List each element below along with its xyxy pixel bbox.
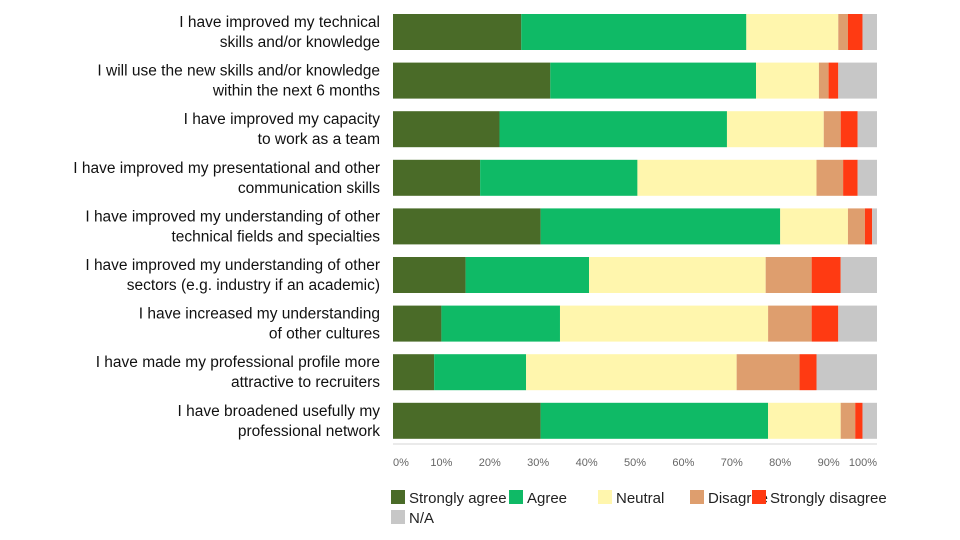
category-label-6-line-2: sectors (e.g. industry if an academic) — [127, 277, 380, 294]
bar-segment-4-strongly-disagree — [843, 159, 858, 196]
x-tick-label: 70% — [721, 457, 743, 469]
bar-segment-3-strongly-agree — [393, 111, 500, 148]
bar-segment-8-n-a — [816, 354, 877, 391]
bar-segment-4-n-a — [857, 159, 877, 196]
bar-segment-3-neutral — [726, 111, 824, 148]
bar-segment-6-neutral — [589, 257, 766, 293]
bar-segment-7-agree — [441, 305, 560, 342]
bar-segment-1-strongly-agree — [393, 14, 522, 50]
category-label-4-line-1: I have improved my presentational and ot… — [73, 160, 380, 177]
bar-segment-6-strongly-agree — [393, 257, 466, 293]
bar-segment-2-disagree — [818, 62, 829, 99]
bar-segment-9-agree — [540, 402, 769, 439]
bar-segment-2-strongly-disagree — [828, 62, 839, 99]
category-label-3-line-2: to work as a team — [258, 131, 380, 148]
bar-segment-3-disagree — [823, 111, 841, 148]
bar-segment-8-neutral — [526, 354, 737, 391]
bar-segment-2-agree — [550, 62, 756, 99]
bar-segment-3-n-a — [857, 111, 877, 148]
bars-group — [393, 14, 877, 439]
legend-swatch-neutral — [598, 490, 612, 504]
category-label-1-line-2: skills and/or knowledge — [220, 34, 380, 51]
bar-segment-1-agree — [521, 14, 747, 50]
category-label-5-line-1: I have improved my understanding of othe… — [85, 208, 380, 225]
bar-segment-5-agree — [540, 208, 781, 245]
bar-segment-1-n-a — [862, 14, 877, 50]
bar-segment-6-disagree — [765, 257, 812, 293]
category-label-6-line-1: I have improved my understanding of othe… — [85, 257, 380, 274]
bar-segment-8-agree — [434, 354, 527, 391]
bar-segment-8-disagree — [736, 354, 800, 391]
bar-segment-1-strongly-disagree — [847, 14, 863, 50]
bar-segment-4-agree — [480, 159, 638, 196]
bar-segment-9-strongly-disagree — [855, 402, 863, 439]
bar-segment-4-disagree — [816, 159, 844, 196]
category-label-4-line-2: communication skills — [238, 180, 380, 197]
x-tick-label: 90% — [818, 457, 840, 469]
bar-segment-1-neutral — [746, 14, 839, 50]
bar-segment-7-strongly-disagree — [811, 305, 839, 342]
bar-segment-1-disagree — [838, 14, 848, 50]
legend-label-neutral: Neutral — [616, 490, 664, 507]
bar-segment-7-disagree — [768, 305, 812, 342]
category-label-2-line-1: I will use the new skills and/or knowled… — [97, 63, 380, 80]
legend-label-strongly-agree: Strongly agree — [409, 490, 507, 507]
category-label-7-line-1: I have increased my understanding — [139, 306, 380, 323]
x-tick-label: 80% — [769, 457, 791, 469]
bar-segment-6-strongly-disagree — [811, 257, 841, 293]
category-label-2-line-2: within the next 6 months — [212, 83, 380, 100]
bar-segment-5-neutral — [780, 208, 848, 245]
bar-segment-4-neutral — [637, 159, 817, 196]
bar-segment-2-n-a — [838, 62, 877, 99]
x-tick-label: 20% — [479, 457, 501, 469]
bar-segment-6-n-a — [840, 257, 877, 293]
bar-segment-4-strongly-agree — [393, 159, 481, 196]
category-label-8-line-1: I have made my professional profile more — [96, 354, 380, 371]
legend-swatch-agree — [509, 490, 523, 504]
bar-segment-5-strongly-disagree — [864, 208, 873, 245]
bar-segment-7-neutral — [559, 305, 769, 342]
bar-segment-2-neutral — [756, 62, 819, 99]
x-tick-label: 50% — [624, 457, 646, 469]
legend: Strongly agree Agree Neutral Disagree Strong… — [391, 490, 887, 527]
bar-segment-3-agree — [499, 111, 727, 148]
category-label-3-line-1: I have improved my capacity — [184, 111, 381, 128]
bar-segment-2-strongly-agree — [393, 62, 551, 99]
category-label-9-line-2: professional network — [238, 423, 380, 440]
x-tick-label: 30% — [527, 457, 549, 469]
bar-segment-8-strongly-agree — [393, 354, 435, 391]
bar-segment-9-neutral — [768, 402, 841, 439]
category-label-7-line-2: of other cultures — [269, 326, 380, 343]
category-label-1-line-1: I have improved my technical — [179, 14, 380, 31]
x-tick-labels: 0% 10% 20% 30% 40% 50% 60% 70% 80% 90% 100% — [393, 457, 877, 469]
bar-segment-8-strongly-disagree — [799, 354, 817, 391]
bar-segment-5-disagree — [847, 208, 865, 245]
x-tick-label: 0% — [393, 457, 409, 469]
category-label-5-line-2: technical fields and specialties — [171, 228, 380, 245]
bar-segment-6-agree — [465, 257, 590, 293]
category-labels: I have improved my technical skills and/o… — [73, 14, 380, 440]
bar-segment-5-strongly-agree — [393, 208, 541, 245]
x-tick-label: 100% — [849, 457, 877, 469]
legend-swatch-n-a — [391, 510, 405, 524]
bar-segment-3-strongly-disagree — [840, 111, 858, 148]
x-tick-label: 40% — [576, 457, 598, 469]
bar-segment-7-strongly-agree — [393, 305, 442, 342]
category-label-9-line-1: I have broadened usefully my — [178, 403, 381, 420]
bar-segment-9-n-a — [862, 402, 877, 439]
legend-label-agree: Agree — [527, 490, 567, 507]
legend-swatch-strongly-agree — [391, 490, 405, 504]
x-tick-label: 60% — [672, 457, 694, 469]
bar-segment-9-strongly-agree — [393, 402, 541, 439]
legend-swatch-strongly-disagree — [752, 490, 766, 504]
legend-swatch-disagree — [690, 490, 704, 504]
legend-label-strongly-disagree: Strongly disagree — [770, 490, 887, 507]
legend-label-n-a: N/A — [409, 510, 434, 527]
category-label-8-line-2: attractive to recruiters — [231, 374, 380, 391]
bar-segment-7-n-a — [838, 305, 877, 342]
bar-segment-5-n-a — [872, 208, 877, 245]
bar-segment-9-disagree — [840, 402, 856, 439]
x-tick-label: 10% — [430, 457, 452, 469]
